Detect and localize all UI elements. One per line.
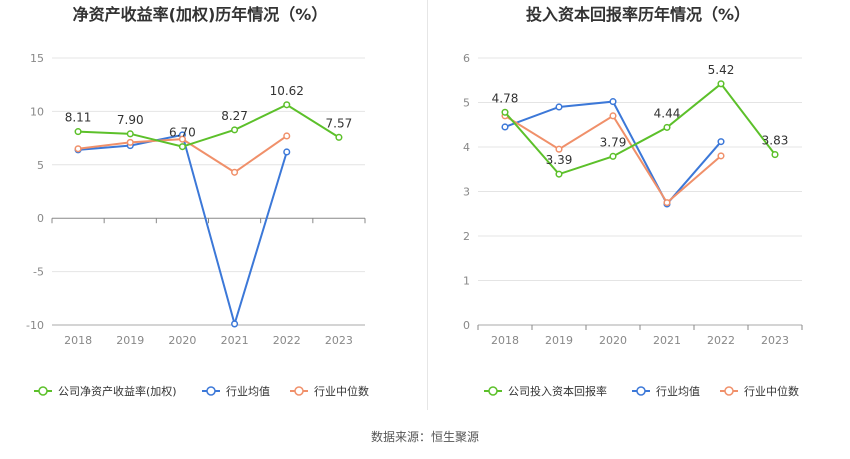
series-point xyxy=(501,108,509,116)
data-label: 6.70 xyxy=(169,126,196,140)
legend-label: 行业中位数 xyxy=(314,384,369,398)
data-label: 3.83 xyxy=(762,134,789,148)
data-label: 4.78 xyxy=(492,91,519,105)
series-point xyxy=(74,128,82,136)
series-point xyxy=(126,138,134,146)
series-point xyxy=(231,168,239,176)
x-tick-label: 2022 xyxy=(707,334,735,347)
chart-divider xyxy=(427,0,428,410)
y-tick-label: 4 xyxy=(463,141,470,154)
legend-marker xyxy=(206,386,216,396)
series-point xyxy=(609,112,617,120)
x-tick-label: 2022 xyxy=(273,334,301,347)
data-label: 7.90 xyxy=(117,113,144,127)
y-tick-label: 0 xyxy=(37,212,44,225)
series-point xyxy=(771,151,779,159)
legend-marker xyxy=(724,386,734,396)
series-point xyxy=(231,320,239,328)
legend-marker xyxy=(636,386,646,396)
x-tick-label: 2020 xyxy=(168,334,196,347)
y-tick-label: 5 xyxy=(37,159,44,172)
data-label: 7.57 xyxy=(326,116,353,130)
data-label: 5.42 xyxy=(708,63,735,77)
series-point xyxy=(283,101,291,109)
series-line xyxy=(78,133,288,328)
legend-marker xyxy=(294,386,304,396)
x-tick-label: 2018 xyxy=(64,334,92,347)
data-label: 10.62 xyxy=(270,84,304,98)
legend-label: 公司净资产收益率(加权) xyxy=(58,384,177,398)
x-tick-label: 2019 xyxy=(116,334,144,347)
series-point xyxy=(555,145,563,153)
series-point xyxy=(717,80,725,88)
series-point xyxy=(231,126,239,134)
x-tick-label: 2021 xyxy=(653,334,681,347)
series-point xyxy=(178,135,186,143)
x-tick-label: 2018 xyxy=(491,334,519,347)
y-tick-label: -5 xyxy=(33,266,44,279)
series-point xyxy=(609,152,617,160)
data-label: 8.27 xyxy=(221,109,248,123)
series-point xyxy=(555,170,563,178)
y-tick-label: -10 xyxy=(26,319,44,332)
legend-label: 行业中位数 xyxy=(744,384,799,398)
series-point xyxy=(663,123,671,131)
series-point xyxy=(555,103,563,111)
series-point xyxy=(609,98,617,106)
series-point xyxy=(663,199,671,207)
x-tick-label: 2021 xyxy=(221,334,249,347)
chart-title: 投入资本回报率历年情况（%） xyxy=(526,5,750,24)
y-tick-label: 1 xyxy=(463,275,470,288)
series-point xyxy=(717,138,725,146)
y-tick-label: 2 xyxy=(463,230,470,243)
y-tick-label: 10 xyxy=(30,105,44,118)
x-tick-label: 2019 xyxy=(545,334,573,347)
y-tick-label: 6 xyxy=(463,52,470,65)
series-point xyxy=(283,132,291,140)
data-source-note: 数据来源：恒生聚源 xyxy=(370,430,479,444)
series-point xyxy=(178,143,186,151)
y-tick-label: 0 xyxy=(463,319,470,332)
legend-marker xyxy=(38,386,48,396)
y-tick-label: 3 xyxy=(463,186,470,199)
data-label: 3.79 xyxy=(600,135,627,149)
series-point xyxy=(74,145,82,153)
x-tick-label: 2023 xyxy=(761,334,789,347)
data-label: 4.44 xyxy=(654,106,681,120)
series-line xyxy=(78,103,340,148)
data-label: 8.11 xyxy=(65,111,92,125)
series-point xyxy=(501,123,509,131)
series-point xyxy=(717,152,725,160)
y-tick-label: 15 xyxy=(30,52,44,65)
legend-marker xyxy=(488,386,498,396)
legend-label: 行业均值 xyxy=(656,385,700,398)
y-tick-label: 5 xyxy=(463,97,470,110)
data-label: 3.39 xyxy=(546,153,573,167)
legend-label: 行业均值 xyxy=(226,385,270,398)
legend-label: 公司投入资本回报率 xyxy=(508,384,607,398)
x-tick-label: 2023 xyxy=(325,334,353,347)
series-point xyxy=(126,130,134,138)
x-tick-label: 2020 xyxy=(599,334,627,347)
series-line xyxy=(504,82,776,176)
chart-title: 净资产收益率(加权)历年情况（%） xyxy=(73,5,328,24)
series-point xyxy=(283,148,291,156)
series-point xyxy=(335,133,343,141)
